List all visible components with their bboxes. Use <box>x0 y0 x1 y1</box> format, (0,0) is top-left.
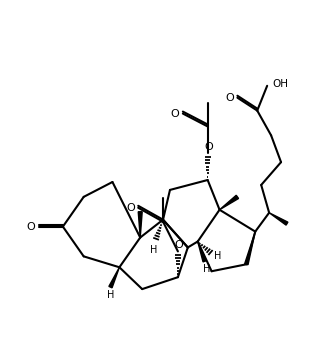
Text: H: H <box>151 245 158 256</box>
Polygon shape <box>109 267 120 288</box>
Text: O: O <box>126 203 135 213</box>
Polygon shape <box>245 232 255 265</box>
Text: H: H <box>203 264 210 274</box>
Text: O: O <box>174 240 183 251</box>
Text: O: O <box>27 222 36 232</box>
Text: OH: OH <box>272 79 288 89</box>
Polygon shape <box>269 213 288 225</box>
Text: O: O <box>204 142 213 152</box>
Polygon shape <box>138 212 142 237</box>
Text: H: H <box>107 290 114 300</box>
Polygon shape <box>219 195 238 210</box>
Polygon shape <box>198 241 206 262</box>
Text: O: O <box>170 109 179 119</box>
Text: O: O <box>225 93 234 103</box>
Text: H: H <box>214 251 221 261</box>
